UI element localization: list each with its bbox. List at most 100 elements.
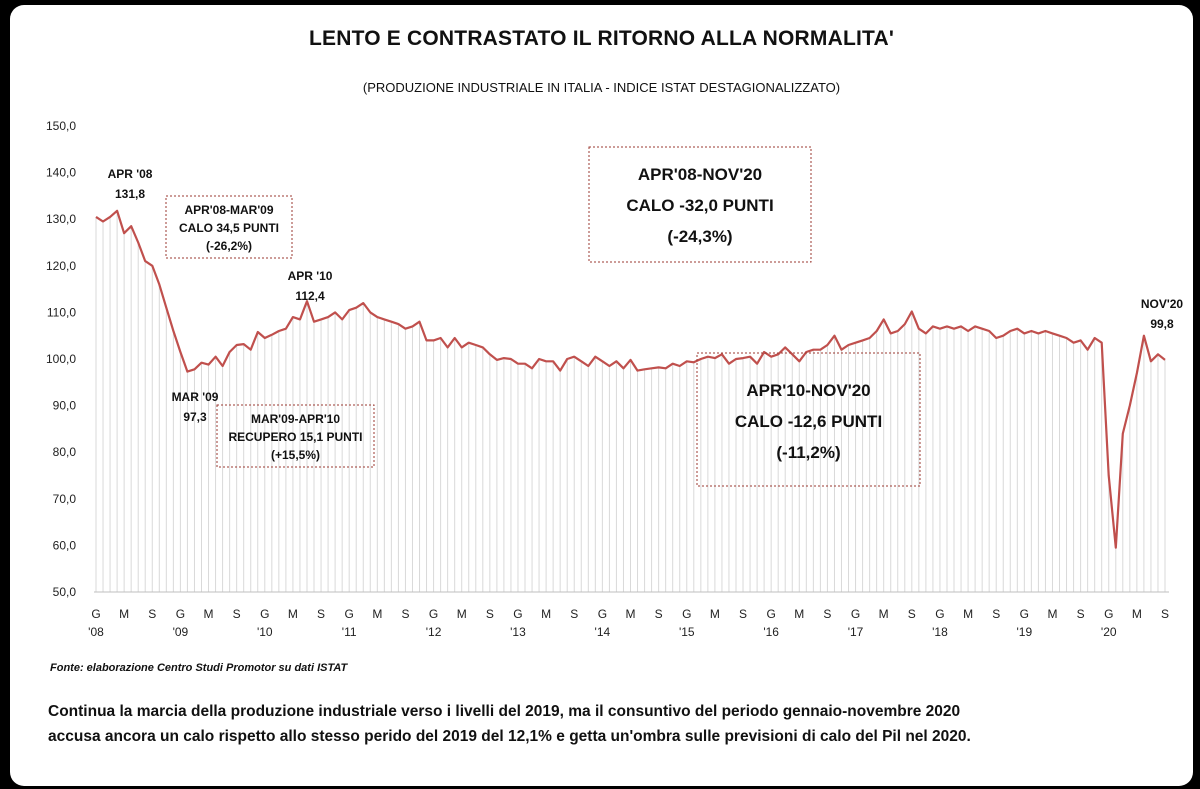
x-tick-label: M — [1047, 607, 1057, 621]
annotation-box-text: APR'08-NOV'20 — [638, 165, 762, 184]
annotation-boxes: APR'08-MAR'09 CALO 34,5 PUNTI (-26,2%) MAR'… — [165, 146, 921, 487]
annotation-box — [165, 195, 293, 259]
x-tick-label: S — [823, 607, 831, 621]
y-tick-label: 90,0 — [53, 399, 77, 413]
x-tick-label: S — [655, 607, 663, 621]
point-annotation: 112,4 — [295, 289, 325, 303]
x-tick-label: M — [1132, 607, 1142, 621]
y-tick-label: 110,0 — [47, 305, 76, 319]
x-tick-label: S — [1077, 607, 1085, 621]
x-tick-label: S — [739, 607, 747, 621]
caption-line: Continua la marcia della produzione indu… — [48, 703, 961, 720]
x-tick-label: G — [935, 607, 944, 621]
annotation-box-text: CALO -12,6 PUNTI — [735, 412, 882, 431]
y-tick-label: 70,0 — [53, 492, 77, 506]
drop-lines — [95, 210, 1166, 592]
x-tick-label: M — [288, 607, 298, 621]
y-tick-label: 60,0 — [53, 538, 77, 552]
point-annotation: 99,8 — [1150, 317, 1174, 331]
x-tick-label: M — [372, 607, 382, 621]
annotation-box-text: (-11,2%) — [776, 443, 840, 462]
x-year-label: '09 — [173, 625, 189, 639]
x-year-label: '08 — [88, 625, 104, 639]
x-tick-label: G — [513, 607, 522, 621]
chart-subtitle: (PRODUZIONE INDUSTRIALE IN ITALIA - INDI… — [362, 80, 841, 95]
caption-line: accusa ancora un calo rispetto allo stes… — [48, 728, 971, 745]
x-year-label: '10 — [257, 625, 273, 639]
y-tick-label: 120,0 — [46, 259, 76, 273]
x-year-label: '12 — [426, 625, 442, 639]
chart-title: LENTO E CONTRASTATO IL RITORNO ALLA NORM… — [308, 27, 895, 50]
annotation-box-text: APR'10-NOV'20 — [746, 381, 870, 400]
x-tick-label: G — [766, 607, 775, 621]
x-tick-label: G — [598, 607, 607, 621]
annotation-box-text: (-24,3%) — [667, 227, 732, 246]
x-tick-label: M — [119, 607, 129, 621]
x-tick-label: M — [457, 607, 467, 621]
x-tick-label: M — [626, 607, 636, 621]
point-annotation: 131,8 — [115, 187, 145, 201]
x-year-label: '14 — [595, 625, 611, 639]
x-year-label: '13 — [510, 625, 526, 639]
y-tick-label: 100,0 — [46, 352, 76, 366]
x-tick-label: S — [992, 607, 1000, 621]
caption: Continua la marcia della produzione indu… — [48, 699, 1158, 749]
x-tick-label: G — [260, 607, 269, 621]
point-annotation: MAR '09 — [172, 390, 219, 404]
y-tick-label: 50,0 — [53, 585, 77, 599]
x-tick-label: S — [233, 607, 241, 621]
x-tick-label: M — [794, 607, 804, 621]
x-tick-label: G — [1020, 607, 1029, 621]
axes: 50,0 60,0 70,0 80,0 90,0 100,0 110,0 120,0 130,0… — [46, 119, 1169, 639]
x-year-label: '20 — [1101, 625, 1117, 639]
x-tick-label: M — [963, 607, 973, 621]
x-tick-label: G — [176, 607, 185, 621]
point-annotation: APR '10 — [288, 269, 333, 283]
x-tick-label: G — [1104, 607, 1113, 621]
x-year-label: '18 — [932, 625, 948, 639]
point-annotation: NOV'20 — [1141, 297, 1184, 311]
line-chart: 50,0 60,0 70,0 80,0 90,0 100,0 110,0 120,0 130,0… — [46, 119, 1184, 639]
x-tick-label: G — [91, 607, 100, 621]
annotation-box-text: CALO 34,5 PUNTI — [179, 221, 279, 235]
x-tick-label: G — [682, 607, 691, 621]
x-tick-label: S — [317, 607, 325, 621]
y-tick-label: 140,0 — [46, 166, 76, 180]
x-tick-label: M — [204, 607, 214, 621]
annotation-box — [588, 146, 812, 263]
x-tick-label: G — [851, 607, 860, 621]
x-tick-label: M — [541, 607, 551, 621]
y-tick-label: 80,0 — [53, 445, 77, 459]
x-year-label: '11 — [342, 625, 357, 639]
x-year-label: '19 — [1017, 625, 1033, 639]
x-tick-label: M — [879, 607, 889, 621]
chart-frame: LENTO E CONTRASTATO IL RITORNO ALLA NORM… — [10, 5, 1193, 786]
x-tick-label: M — [710, 607, 720, 621]
point-annotation: 97,3 — [183, 410, 207, 424]
x-tick-label: S — [1161, 607, 1169, 621]
point-annotation: APR '08 — [108, 167, 153, 181]
annotation-box-text: APR'08-MAR'09 — [184, 203, 273, 217]
series-line — [95, 209, 1166, 549]
x-tick-label: G — [429, 607, 438, 621]
x-tick-label: S — [908, 607, 916, 621]
x-year-label: '17 — [848, 625, 864, 639]
source-note: Fonte: elaborazione Centro Studi Promoto… — [50, 662, 348, 674]
annotation-box — [696, 352, 921, 487]
annotation-box-text: (-26,2%) — [206, 239, 252, 253]
x-year-label: '16 — [763, 625, 779, 639]
annotation-box-text: RECUPERO 15,1 PUNTI — [228, 430, 362, 444]
y-tick-label: 130,0 — [46, 212, 76, 226]
y-tick-label: 150,0 — [46, 119, 76, 133]
x-tick-label: S — [570, 607, 578, 621]
series-production-index — [95, 209, 1166, 549]
annotation-box-text: MAR'09-APR'10 — [251, 412, 340, 426]
x-tick-label: G — [345, 607, 354, 621]
x-tick-label: S — [148, 607, 156, 621]
point-annotations: APR '08 131,8 MAR '09 97,3 APR '10 112,4 NOV'2… — [108, 167, 1184, 424]
annotation-box-text: (+15,5%) — [271, 448, 320, 462]
x-tick-label: S — [486, 607, 494, 621]
x-tick-label: S — [401, 607, 409, 621]
annotation-box-text: CALO -32,0 PUNTI — [626, 196, 773, 215]
x-year-label: '15 — [679, 625, 695, 639]
